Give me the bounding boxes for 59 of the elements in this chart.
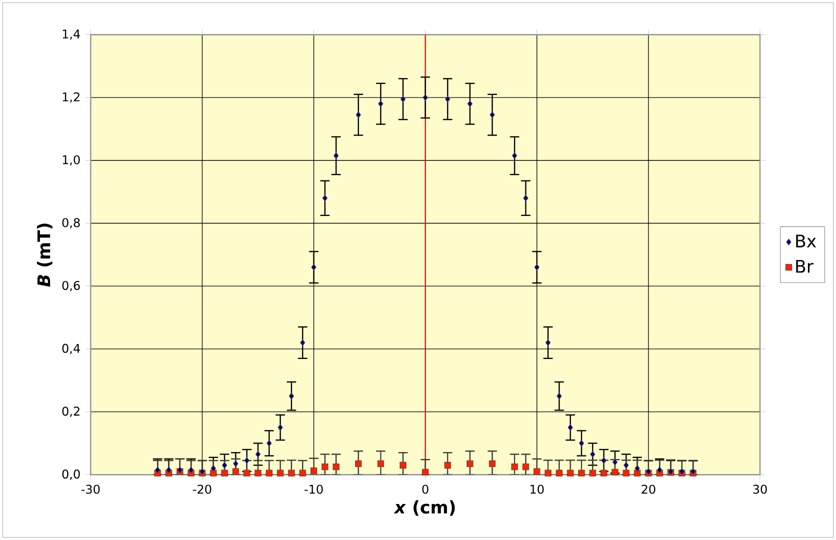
point	[332, 463, 340, 470]
x-tick-label: -20	[193, 484, 212, 494]
point	[210, 465, 216, 472]
point	[578, 440, 584, 447]
point	[255, 450, 261, 458]
point	[444, 462, 451, 469]
point	[311, 264, 316, 271]
y-axis-title: B (mT)	[36, 224, 52, 287]
point	[334, 152, 339, 159]
point	[523, 194, 528, 202]
point	[266, 440, 272, 447]
point	[466, 460, 474, 468]
x-tick-label: 10	[530, 484, 544, 494]
point	[278, 424, 283, 431]
y-tick-label: 0,8	[62, 218, 80, 228]
point	[522, 463, 530, 470]
point	[511, 463, 518, 470]
x-tick-label: 30	[753, 484, 767, 494]
point	[488, 460, 496, 468]
x-axis-title: x (cm)	[394, 500, 455, 516]
y-tick-label: 1,0	[62, 155, 80, 166]
point	[355, 460, 362, 468]
point	[568, 424, 573, 431]
point	[288, 392, 294, 400]
point	[377, 460, 384, 468]
point	[188, 466, 194, 474]
point	[422, 94, 428, 101]
point	[556, 392, 562, 400]
y-tick-label: 0,6	[62, 280, 80, 292]
x-tick-label: 20	[642, 484, 656, 494]
point	[400, 96, 406, 102]
point	[545, 339, 551, 346]
legend-label: Br	[796, 260, 814, 273]
point	[155, 466, 160, 474]
y-tick-label: 1,2	[62, 92, 80, 103]
x-tick-label: -10	[304, 484, 323, 494]
point	[657, 466, 662, 474]
point	[590, 450, 596, 458]
point	[634, 465, 640, 472]
point	[490, 111, 495, 118]
y-tick-label: 0,2	[62, 406, 80, 417]
point	[378, 100, 384, 108]
point	[624, 462, 629, 469]
point	[400, 462, 406, 469]
point	[300, 339, 306, 346]
x-tick-label: 0	[422, 484, 428, 494]
point	[534, 264, 540, 271]
point	[322, 463, 328, 470]
point	[322, 194, 328, 202]
point	[356, 111, 361, 118]
y-tick-label: 1,4	[62, 30, 80, 40]
y-tick-label: 0,0	[62, 470, 80, 480]
x-tick-label: -30	[81, 484, 100, 494]
legend-label: Bx	[796, 234, 816, 248]
y-tick-label: 0,4	[62, 344, 80, 354]
point	[445, 96, 450, 102]
point	[422, 468, 429, 476]
point	[512, 152, 518, 159]
point	[467, 100, 473, 108]
